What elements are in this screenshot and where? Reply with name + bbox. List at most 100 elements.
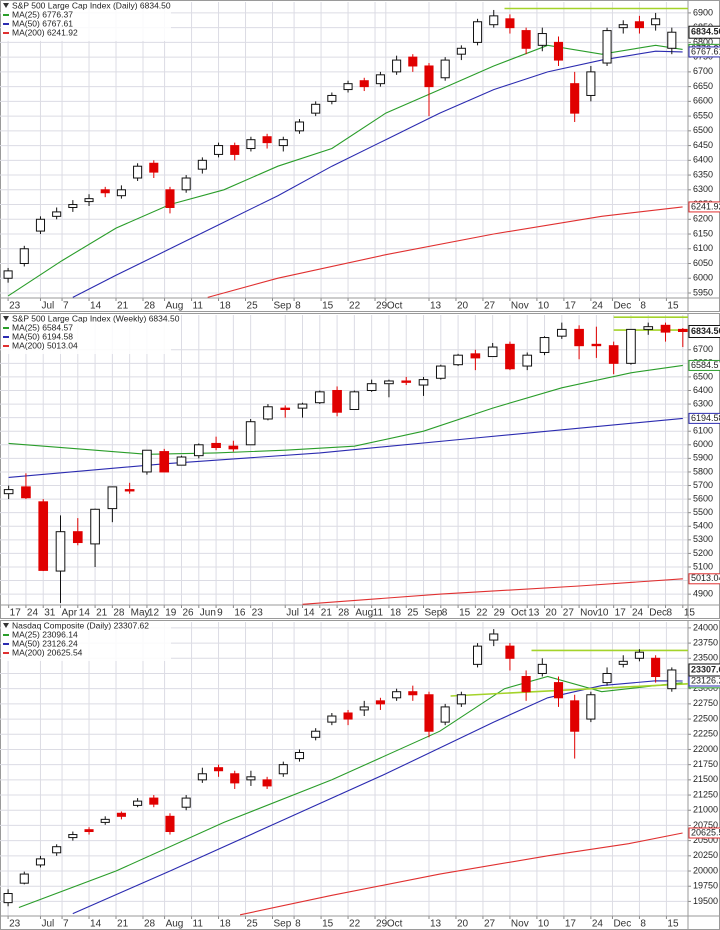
x-tick-label: Apr (62, 608, 78, 619)
y-tick-label: 24000 (693, 622, 718, 632)
candle-body (591, 343, 602, 347)
y-tick-label: 21000 (693, 805, 718, 815)
y-tick-label: 6400 (693, 155, 713, 165)
y-tick-label: 6550 (693, 110, 713, 120)
x-tick-label: 15 (459, 608, 471, 619)
candle-body (116, 812, 126, 817)
x-tick-label: Sep (425, 608, 443, 619)
candle-body (280, 407, 291, 410)
trendline (450, 683, 688, 697)
y-tick-label: 21250 (693, 789, 718, 799)
y-tick-label: 6300 (693, 398, 713, 408)
y-tick-label: 5700 (693, 480, 713, 490)
x-tick-label: Sep (274, 301, 292, 312)
x-tick-label: Dec (613, 919, 631, 930)
legend-entry: MA(50) 6767.61 (12, 18, 73, 28)
y-tick-label: 21750 (693, 759, 718, 769)
y-tick-label: 19750 (693, 881, 718, 891)
y-tick-label: 6000 (693, 439, 713, 449)
candle-body (107, 486, 118, 510)
candle-body (424, 694, 434, 732)
x-tick-label: 8 (640, 919, 646, 930)
y-tick-label: 5100 (693, 561, 713, 571)
y-tick-label: 22250 (693, 729, 718, 739)
legend-background (1, 1, 171, 41)
y-tick-label: 6800 (693, 37, 713, 47)
x-tick-label: 20 (546, 608, 558, 619)
y-tick-label: 6350 (693, 169, 713, 179)
candle-body (473, 21, 483, 43)
candle-body (72, 531, 83, 544)
value-label-box (688, 46, 720, 58)
candle-body (489, 15, 499, 26)
x-tick-label: 25 (247, 301, 259, 312)
candle-body (197, 159, 207, 170)
ma-line (207, 206, 683, 298)
value-label: 6241.92 (691, 201, 720, 211)
price-label: 6834.50 (691, 326, 720, 336)
candle-body (634, 651, 644, 659)
x-tick-label: 17 (615, 608, 627, 619)
x-tick-label: 21 (117, 919, 129, 930)
candle-body (435, 365, 446, 379)
legend-entry: MA(25) 23096.14 (12, 629, 78, 639)
candle-body (392, 59, 402, 73)
candle-body (165, 189, 175, 208)
candle-body (3, 893, 13, 904)
candle-body (401, 380, 412, 383)
legend-title: S&P 500 Large Cap Index (Daily) 6834.50 (12, 0, 171, 10)
x-tick-label: 26 (183, 608, 195, 619)
x-tick-label: 29 (494, 608, 506, 619)
x-tick-label: Jul (41, 301, 54, 312)
x-tick-label: 12 (148, 608, 160, 619)
candle-body (366, 383, 377, 391)
candle-body (100, 189, 110, 194)
candle-body (311, 103, 321, 114)
candle-body (245, 421, 256, 446)
x-tick-label: 22 (349, 919, 361, 930)
candle-body (19, 873, 29, 884)
ma-line (302, 578, 683, 605)
candle-body (505, 343, 515, 370)
y-tick-label: 6300 (693, 184, 713, 194)
x-tick-label: 7 (63, 301, 69, 312)
candle-body (470, 353, 481, 359)
candle-body (90, 508, 100, 545)
x-tick-label: 23 (252, 608, 264, 619)
legend-entry: MA(200) 20625.54 (12, 647, 83, 657)
y-tick-label: 5200 (693, 548, 713, 558)
x-tick-label: 14 (90, 919, 102, 930)
x-tick-label: 7 (63, 919, 69, 930)
candle-body (343, 712, 353, 720)
value-label-box (688, 359, 720, 371)
candle-body (159, 451, 170, 473)
x-tick-label: Aug (166, 301, 184, 312)
candle-body (52, 846, 62, 854)
candle-body (21, 486, 31, 499)
candle-body (602, 672, 612, 684)
candle-body (116, 189, 126, 197)
y-tick-label: 23750 (693, 637, 718, 647)
candle-body (440, 706, 450, 723)
x-tick-label: 13 (430, 301, 442, 312)
legend-entry: MA(200) 5013.04 (12, 340, 78, 350)
x-tick-label: 17 (565, 919, 577, 930)
x-tick-label: 15 (322, 919, 334, 930)
candle-body (327, 715, 337, 723)
ma-line (8, 417, 683, 478)
value-label-box (688, 573, 720, 585)
candle-body (473, 645, 483, 665)
x-tick-label: 25 (247, 919, 259, 930)
candle-body (440, 59, 450, 79)
x-tick-label: 16 (234, 608, 246, 619)
legend-title: S&P 500 Large Cap Index (Weekly) 6834.50 (12, 313, 180, 323)
x-tick-label: 15 (667, 919, 679, 930)
plot-area (3, 629, 688, 916)
candle-body (489, 633, 499, 641)
candle-body (263, 406, 273, 420)
value-label: 6194.58 (691, 413, 720, 423)
y-tick-label: 6650 (693, 81, 713, 91)
y-tick-label: 22000 (693, 744, 718, 754)
